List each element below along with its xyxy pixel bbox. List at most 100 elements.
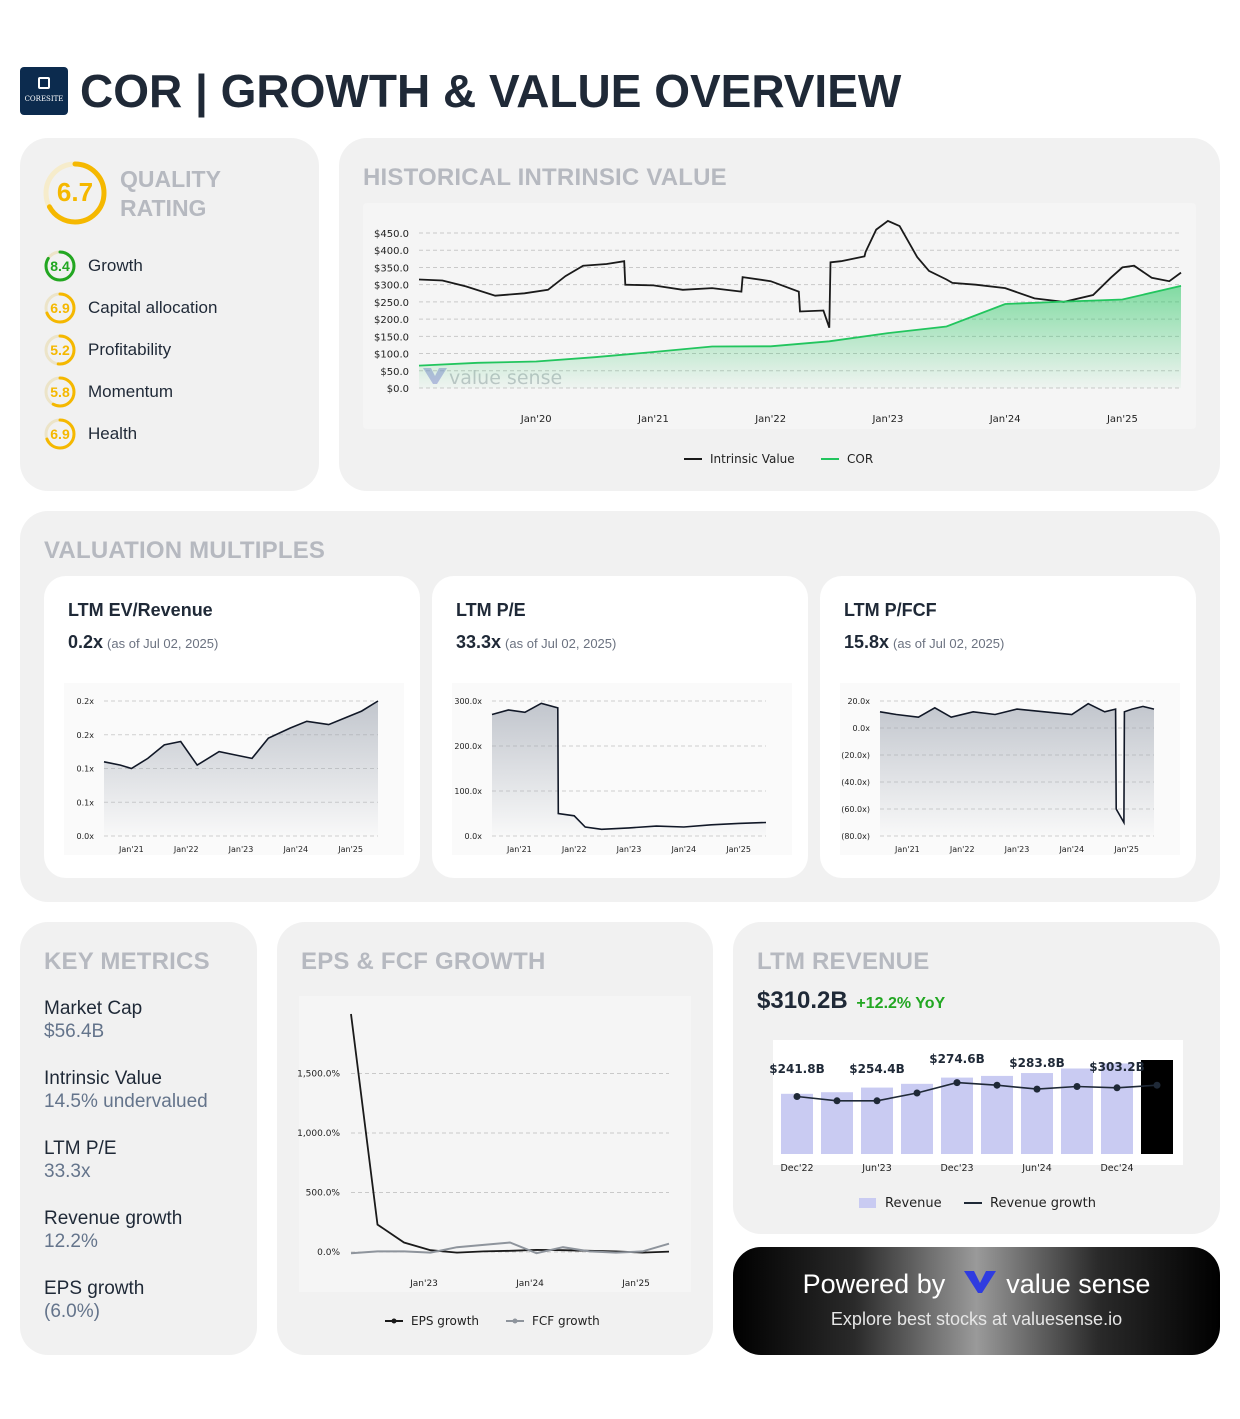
- x-tick-label: Jan'23: [409, 1279, 438, 1289]
- metric-label: Market Cap: [44, 998, 143, 1019]
- bar-data-label: $283.8B: [1009, 1056, 1064, 1070]
- quality-item-label: Profitability: [88, 340, 172, 359]
- x-tick-label: Jan'22: [949, 845, 975, 854]
- card-title: LTM EV/Revenue: [68, 600, 213, 620]
- quality-item-score: 8.4: [50, 258, 70, 274]
- brand-v-icon: [963, 1269, 997, 1302]
- page-title: COR | GROWTH & VALUE OVERVIEW: [80, 65, 902, 117]
- x-tick-label: Jan'24: [282, 845, 308, 854]
- legend-revenue-swatch: [859, 1198, 876, 1208]
- quality-item-health: 6.9 Health: [20, 418, 310, 450]
- x-tick-label: Jan'24: [515, 1279, 544, 1289]
- as-of-date: (as of Jul 02, 2025): [107, 636, 219, 651]
- cor-area: [419, 285, 1181, 388]
- logo-mark: [38, 77, 50, 89]
- quality-title-line1: QUALITY: [120, 166, 221, 192]
- y-tick-label: 0.2x: [77, 697, 95, 706]
- revenue-bar: [1021, 1073, 1053, 1154]
- series-area: [492, 703, 766, 836]
- y-tick-label: $100.0: [374, 350, 409, 361]
- logo-text: CORESITE: [24, 95, 64, 103]
- quality-item-score: 6.9: [50, 426, 70, 442]
- revenue-growth-line: [796, 1081, 1158, 1102]
- revenue-growth-point: [793, 1093, 801, 1101]
- quality-item-label: Growth: [88, 256, 143, 275]
- promo-banner[interactable]: Powered by value sense Explore best stoc…: [733, 1247, 1220, 1355]
- ev-revenue-chart: 0.2x 0.2x 0.1x 0.1x 0.0x Jan'21 Jan'22 Jan'23 Ja…: [64, 683, 404, 855]
- x-tick-label: Jan'25: [337, 845, 363, 854]
- metric-value: 33.3x: [44, 1161, 91, 1182]
- y-tick-label: (60.0x): [841, 805, 870, 814]
- quality-item-score: 5.8: [50, 384, 70, 400]
- y-tick-label: 0.1x: [77, 765, 95, 774]
- revenue-bar: [941, 1077, 973, 1154]
- x-tick-label: Jan'25: [1113, 845, 1139, 854]
- ltm-revenue-chart: $241.8B $254.4B $274.6B $283.8B $303.2B Dec'2…: [769, 1040, 1183, 1211]
- y-tick-label: 1,000.0%: [297, 1129, 340, 1139]
- eps-fcf-title: EPS & FCF GROWTH: [301, 948, 546, 975]
- metric-value: $56.4B: [44, 1021, 105, 1042]
- x-tick-label: Jan'23: [228, 845, 254, 854]
- as-of-date: (as of Jul 02, 2025): [505, 636, 617, 651]
- revenue-growth-point: [913, 1089, 921, 1097]
- company-logo: CORESITE: [20, 67, 68, 115]
- metric-label: Intrinsic Value: [44, 1068, 162, 1089]
- quality-item-ring: [44, 250, 76, 282]
- revenue-growth-point: [1073, 1083, 1081, 1090]
- series-area: [880, 703, 1154, 836]
- x-tick-label: Jan'21: [637, 414, 669, 425]
- y-tick-label: 0.0%: [317, 1248, 340, 1258]
- card-value: 15.8x (as of Jul 02, 2025): [844, 632, 1005, 652]
- revenue-growth-point: [833, 1097, 841, 1105]
- revenue-growth-point: [1153, 1081, 1161, 1089]
- quality-item-capital-allocation: 6.9 Capital allocation: [20, 292, 310, 324]
- y-tick-label: $450.0: [374, 229, 409, 240]
- as-of-date: (as of Jul 02, 2025): [893, 636, 1005, 651]
- x-tick-label: Dec'23: [940, 1163, 973, 1174]
- metric-value: 14.5% undervalued: [44, 1091, 208, 1112]
- revenue-growth-point: [993, 1081, 1001, 1089]
- historical-chart: $450.0 $400.0 $350.0 $300.0 $250.0 $200.0 $150…: [363, 203, 1196, 466]
- revenue-growth-point: [873, 1097, 881, 1105]
- revenue-growth-point: [1113, 1084, 1121, 1092]
- x-tick-label: Jan'24: [1058, 845, 1084, 854]
- metric-value: (6.0%): [44, 1301, 100, 1322]
- ltm-revenue-panel: LTM REVENUE $310.2B +12.2% YoY $241.8B $2…: [733, 922, 1220, 1234]
- quality-item-momentum: 5.8 Momentum: [20, 376, 310, 408]
- chart-legend: Revenue Revenue growth: [859, 1196, 1096, 1211]
- quality-item-label: Capital allocation: [88, 298, 218, 317]
- card-value: 0.2x (as of Jul 02, 2025): [68, 632, 219, 652]
- quality-item-ring: [44, 292, 76, 324]
- ltm-revenue-title: LTM REVENUE: [757, 948, 930, 975]
- x-tick-label: Dec'22: [780, 1163, 813, 1174]
- quality-item-score: 6.9: [50, 300, 70, 316]
- x-tick-label: Dec'24: [1100, 1163, 1133, 1174]
- yoy-badge: +12.2% YoY: [856, 995, 946, 1012]
- y-tick-label: 1,500.0%: [297, 1070, 340, 1080]
- y-tick-label: 100.0x: [454, 787, 482, 796]
- valuation-title: VALUATION MULTIPLES: [44, 537, 326, 564]
- x-tick-label: Jun'23: [861, 1163, 892, 1174]
- y-tick-label: (20.0x): [841, 751, 870, 760]
- historical-title: HISTORICAL INTRINSIC VALUE: [363, 164, 727, 191]
- x-tick-label: Jan'21: [118, 845, 144, 854]
- pe-chart: 300.0x 200.0x 100.0x 0.0x Jan'21 Jan'22 Jan'23…: [452, 683, 792, 855]
- quality-item-ring: [44, 418, 76, 450]
- quality-rating-panel: 6.7 QUALITY RATING 8.4 Growth 6.9 Capital a…: [20, 138, 319, 491]
- series-line: [103, 700, 379, 770]
- quality-item-ring: [44, 376, 76, 408]
- x-tick-label: Jan'22: [173, 845, 199, 854]
- historical-intrinsic-value-panel: HISTORICAL INTRINSIC VALUE $450.0 $400.0 $…: [339, 138, 1220, 491]
- quality-item-profitability: 5.2 Profitability: [20, 334, 310, 366]
- quality-score: 6.7: [56, 177, 94, 207]
- y-tick-label: 0.1x: [77, 798, 95, 807]
- fcf-growth-line: [350, 1241, 670, 1255]
- card-value: 33.3x (as of Jul 02, 2025): [456, 632, 617, 652]
- quality-title-line2: RATING: [120, 195, 207, 221]
- pe-card: LTM P/E 33.3x (as of Jul 02, 2025) 300.0x…: [432, 576, 808, 878]
- cor-price-line: [418, 285, 1182, 367]
- x-tick-label: Jan'22: [561, 845, 587, 854]
- eps-fcf-panel: EPS & FCF GROWTH 1,500.0% 1,000.0% 500.0% 0…: [277, 922, 713, 1355]
- metric-label: LTM P/E: [44, 1138, 117, 1159]
- bar-data-label: $241.8B: [769, 1062, 824, 1076]
